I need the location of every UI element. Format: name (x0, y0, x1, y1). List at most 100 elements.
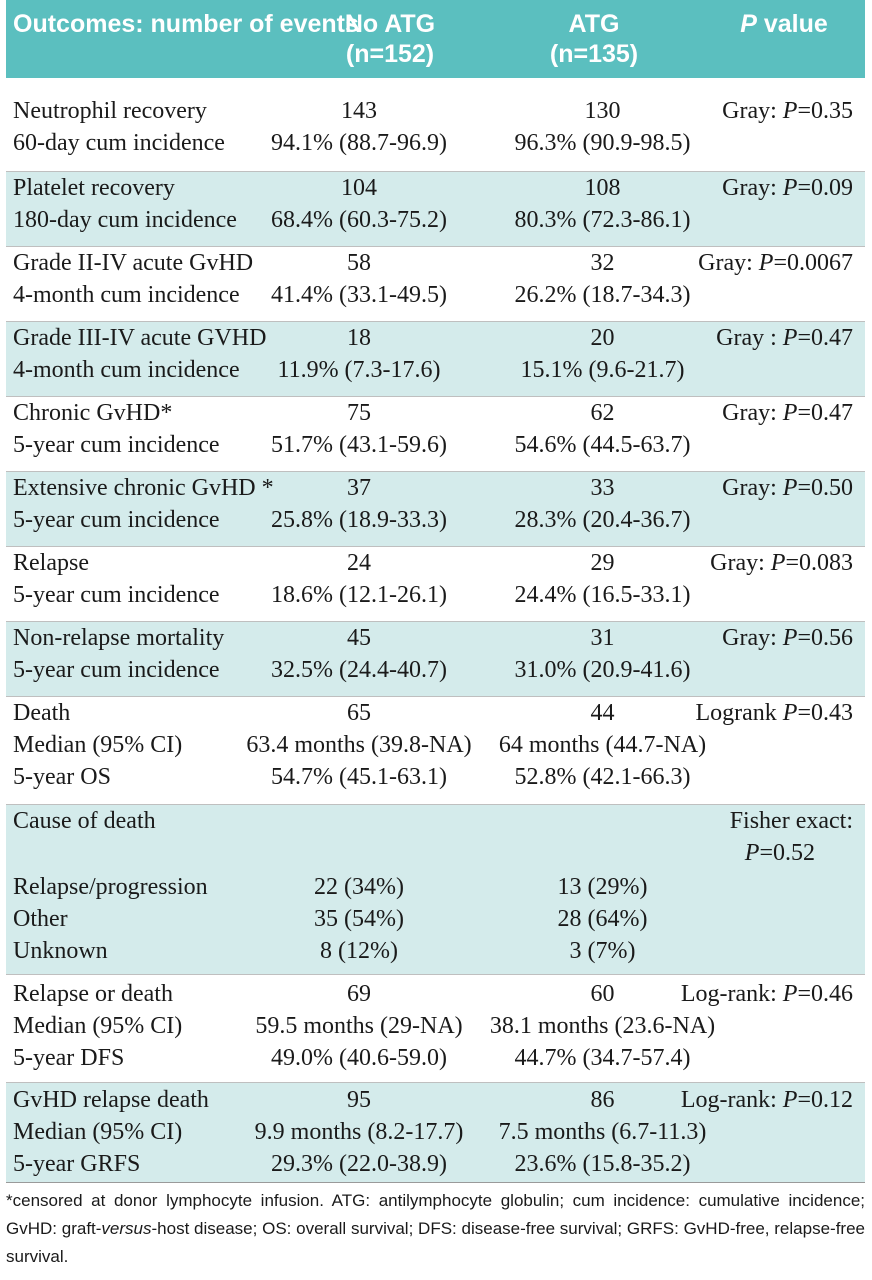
no-atg-5yr: 54.7% (45.1-63.1) (271, 764, 447, 790)
row-grade-2-4-agvhd: Grade II-IV acute GvHD 58 32 Gray: P=0.0… (6, 247, 865, 322)
atg-events: 32 (590, 250, 615, 276)
no-atg-median: 63.4 months (39.8-NA) (246, 732, 472, 758)
p-value: Gray: P=0.47 (722, 400, 853, 426)
row-sublabel: Other (13, 906, 68, 932)
table-header: Outcomes: number of events No ATG (n=152… (6, 0, 865, 78)
no-atg-events: 45 (347, 625, 371, 651)
row-label: Death (13, 700, 71, 726)
row-sublabel: 5-year cum incidence (13, 657, 220, 683)
atg-5yr: 23.6% (15.8-35.2) (514, 1151, 691, 1177)
atg-relapse: 13 (29%) (557, 874, 648, 900)
table-footnote: *censored at donor lymphocyte infusion. … (6, 1191, 865, 1266)
row-sublabel: Median (95% CI) (13, 1119, 183, 1145)
atg-median: 7.5 months (6.7-11.3) (498, 1119, 707, 1145)
no-atg-other: 35 (54%) (314, 906, 404, 932)
row-sublabel: 4-month cum incidence (13, 282, 240, 308)
header-no-atg: No ATG (n=152) (321, 9, 459, 69)
no-atg-events: 65 (347, 700, 371, 726)
atg-events: 33 (590, 475, 615, 501)
row-relapse-or-death: Relapse or death 69 60 Log-rank: P=0.46 … (6, 975, 865, 1083)
atg-events: 29 (590, 550, 615, 576)
atg-unknown: 3 (7%) (569, 938, 636, 964)
row-label: GvHD relapse death (13, 1087, 209, 1113)
no-atg-5yr: 49.0% (40.6-59.0) (271, 1045, 447, 1071)
header-p-rest: value (756, 10, 828, 38)
atg-incidence: 96.3% (90.9-98.5) (514, 130, 691, 156)
header-no-atg-label: No ATG (344, 10, 436, 38)
p-value: Gray: P=0.50 (722, 475, 853, 501)
atg-incidence: 31.0% (20.9-41.6) (514, 657, 691, 683)
no-atg-incidence: 32.5% (24.4-40.7) (271, 657, 447, 683)
row-extensive-chronic-gvhd: Extensive chronic GvHD * 37 33 Gray: P=0… (6, 472, 865, 547)
atg-events: 44 (590, 700, 615, 726)
header-atg-label: ATG (568, 10, 620, 38)
p-value: Gray: P=0.09 (722, 175, 853, 201)
no-atg-events: 24 (347, 550, 371, 576)
no-atg-events: 143 (341, 98, 377, 124)
row-sublabel: 180-day cum incidence (13, 207, 237, 233)
row-chronic-gvhd: Chronic GvHD* 75 62 Gray: P=0.47 5-year … (6, 397, 865, 472)
no-atg-events: 95 (347, 1087, 371, 1113)
row-grade-3-4-agvhd: Grade III-IV acute GVHD 18 20 Gray : P=0… (6, 322, 865, 397)
header-p-letter: P (740, 10, 757, 38)
row-sublabel: Median (95% CI) (13, 1013, 183, 1039)
no-atg-median: 9.9 months (8.2-17.7) (254, 1119, 464, 1145)
atg-incidence: 28.3% (20.4-36.7) (514, 507, 691, 533)
no-atg-incidence: 18.6% (12.1-26.1) (271, 582, 447, 608)
no-atg-incidence: 41.4% (33.1-49.5) (271, 282, 447, 308)
p-value: Gray: P=0.083 (710, 550, 853, 576)
p-value: Gray : P=0.47 (716, 325, 853, 351)
row-neutrophil-recovery: Neutrophil recovery 143 130 Gray: P=0.35… (6, 78, 865, 172)
atg-events: 130 (584, 98, 621, 124)
row-death: Death 65 44 Logrank P=0.43 Median (95% C… (6, 697, 865, 805)
atg-5yr: 52.8% (42.1-66.3) (514, 764, 691, 790)
row-label: Grade III-IV acute GVHD (13, 325, 267, 351)
atg-events: 60 (590, 981, 615, 1007)
no-atg-events: 104 (341, 175, 377, 201)
row-cause-of-death: Cause of death Fisher exact: P=0.52 Rela… (6, 805, 865, 975)
row-sublabel: 4-month cum incidence (13, 357, 240, 383)
p-test-label: Fisher exact: (729, 808, 853, 834)
atg-events: 108 (584, 175, 621, 201)
atg-events: 20 (590, 325, 615, 351)
no-atg-incidence: 11.9% (7.3-17.6) (277, 357, 441, 383)
row-gvhd-relapse-death: GvHD relapse death 95 86 Log-rank: P=0.1… (6, 1083, 865, 1183)
no-atg-unknown: 8 (12%) (320, 938, 398, 964)
atg-incidence: 15.1% (9.6-21.7) (520, 357, 685, 383)
no-atg-5yr: 29.3% (22.0-38.9) (271, 1151, 447, 1177)
row-label: Neutrophil recovery (13, 98, 207, 124)
atg-5yr: 44.7% (34.7-57.4) (514, 1045, 691, 1071)
p-value: Log-rank: P=0.46 (680, 981, 853, 1007)
row-sublabel: 5-year DFS (13, 1045, 125, 1071)
p-value: Gray: P=0.35 (722, 98, 853, 124)
p-value: Gray: P=0.0067 (698, 250, 853, 276)
header-outcomes: Outcomes: number of events (13, 10, 359, 38)
no-atg-relapse: 22 (34%) (314, 874, 404, 900)
no-atg-events: 69 (347, 981, 371, 1007)
no-atg-events: 58 (347, 250, 371, 276)
row-sublabel: 5-year cum incidence (13, 582, 220, 608)
no-atg-events: 37 (347, 475, 371, 501)
atg-other: 28 (64%) (557, 906, 648, 932)
row-sublabel: 5-year GRFS (13, 1151, 141, 1177)
row-label: Grade II-IV acute GvHD (13, 250, 254, 276)
row-sublabel: Relapse/progression (13, 874, 208, 900)
row-label: Non-relapse mortality (13, 625, 225, 651)
atg-incidence: 54.6% (44.5-63.7) (514, 432, 691, 458)
no-atg-events: 18 (347, 325, 371, 351)
header-p-value: P value (709, 9, 859, 39)
atg-events: 86 (590, 1087, 615, 1113)
row-sublabel: 5-year cum incidence (13, 432, 220, 458)
row-label: Relapse (13, 550, 89, 576)
p-value: Log-rank: P=0.12 (680, 1087, 853, 1113)
row-label: Platelet recovery (13, 175, 175, 201)
row-relapse: Relapse 24 29 Gray: P=0.083 5-year cum i… (6, 547, 865, 622)
atg-median: 64 months (44.7-NA) (498, 732, 707, 758)
atg-events: 62 (590, 400, 615, 426)
no-atg-median: 59.5 months (29-NA) (255, 1013, 463, 1039)
row-non-relapse-mortality: Non-relapse mortality 45 31 Gray: P=0.56… (6, 622, 865, 697)
row-label: Cause of death (13, 808, 156, 834)
p-value: Logrank P=0.43 (695, 700, 853, 726)
row-label: Chronic GvHD* (13, 400, 173, 426)
row-sublabel: 5-year cum incidence (13, 507, 220, 533)
